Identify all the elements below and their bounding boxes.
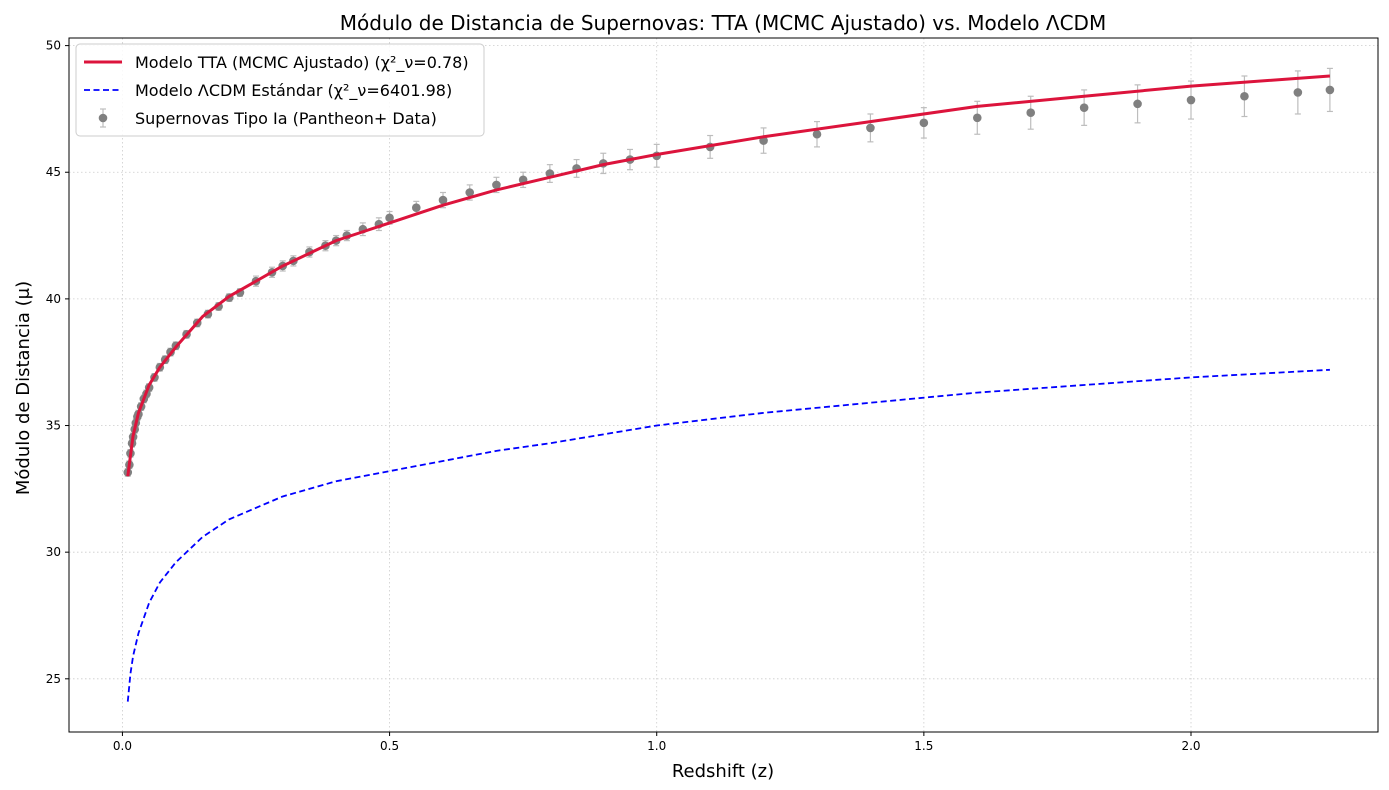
legend-label: Modelo TTA (MCMC Ajustado) (χ²_ν=0.78)	[135, 53, 469, 73]
data-point	[1133, 99, 1142, 109]
data-point	[465, 188, 475, 197]
y-tick-label: 35	[46, 419, 61, 433]
data-point	[1293, 88, 1303, 97]
x-tick-label: 0.5	[380, 739, 399, 753]
y-tick-label: 30	[46, 545, 61, 559]
data-point	[1079, 103, 1089, 112]
data-point	[385, 213, 394, 223]
legend: Modelo TTA (MCMC Ajustado) (χ²_ν=0.78) Mo…	[75, 43, 485, 137]
x-axis-label: Redshift (z)	[672, 761, 774, 782]
x-tick-label: 1.0	[647, 739, 666, 753]
y-tick-label: 40	[46, 292, 61, 306]
data-point	[972, 113, 982, 123]
data-point	[1186, 95, 1196, 105]
y-tick-label: 25	[46, 672, 61, 686]
data-point	[1325, 85, 1335, 95]
data-point	[866, 123, 875, 133]
data-point	[812, 129, 822, 139]
x-tick-label: 2.0	[1181, 739, 1200, 753]
x-tick-label: 1.5	[914, 739, 933, 753]
y-axis-label: Módulo de Distancia (μ)	[13, 281, 34, 495]
x-tick-label: 0.0	[113, 739, 132, 753]
data-point	[919, 118, 929, 128]
data-point	[438, 195, 448, 205]
series-layer	[123, 67, 1335, 702]
legend-label: Modelo ΛCDM Estándar (χ²_ν=6401.98)	[135, 81, 452, 101]
series-tta-line	[126, 74, 1331, 477]
ticks: 0.0 0.5 1.0 1.5 2.0 25 30 35 40 45 50	[46, 39, 1201, 753]
plot-frame	[68, 37, 1379, 733]
data-point	[1026, 108, 1036, 118]
data-point	[1240, 91, 1249, 101]
chart-title: Módulo de Distancia de Supernovas: TTA (…	[340, 11, 1106, 35]
data-point	[492, 180, 501, 190]
legend-label: Supernovas Tipo Ia (Pantheon+ Data)	[135, 109, 437, 128]
data-point	[411, 203, 421, 213]
y-tick-label: 50	[46, 39, 61, 53]
legend-box	[75, 43, 485, 137]
y-tick-label: 45	[46, 165, 61, 179]
series-lcdm-line	[126, 368, 1330, 702]
legend-swatch-point	[98, 113, 108, 123]
